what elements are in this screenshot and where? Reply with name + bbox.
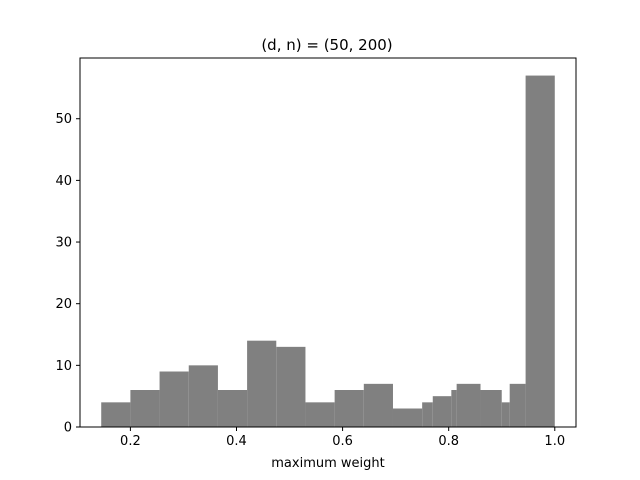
y-tick-label: 30 [55, 236, 72, 251]
histogram-bar-0 [101, 402, 131, 427]
y-tick-label: 20 [55, 297, 72, 312]
y-tick-label: 0 [64, 421, 72, 436]
histogram-bar-12 [432, 396, 452, 427]
histogram-bar-18 [525, 75, 555, 428]
x-axis-ticks: 0.2 0.4 0.6 0.8 1.0 [120, 427, 565, 449]
y-tick-label: 10 [55, 359, 72, 374]
histogram-bar-4 [217, 390, 248, 427]
x-tick-label: 0.8 [438, 434, 459, 449]
histogram-bar-3 [188, 365, 218, 427]
plot-frame [79, 57, 577, 428]
histogram-bar-16 [501, 402, 510, 427]
histogram-bar-7 [305, 402, 335, 427]
histogram-bar-17 [509, 383, 526, 427]
x-axis-label: maximum weight [271, 456, 384, 471]
histogram-bar-10 [392, 408, 423, 427]
bars-group [101, 75, 555, 428]
y-tick-label: 40 [55, 174, 72, 189]
x-tick-label: 0.4 [226, 434, 247, 449]
histogram-bar-11 [422, 402, 433, 427]
y-tick-label: 50 [55, 112, 72, 127]
x-tick-label: 0.6 [332, 434, 353, 449]
histogram-bar-1 [130, 390, 160, 427]
x-tick-label: 0.2 [120, 434, 141, 449]
histogram-bar-5 [247, 340, 277, 427]
chart-title: (d, n) = (50, 200) [261, 36, 392, 54]
histogram-bar-2 [159, 371, 189, 427]
x-tick-label: 1.0 [544, 434, 565, 449]
histogram-bar-9 [363, 383, 393, 427]
histogram-bar-8 [334, 390, 364, 427]
histogram-bar-15 [480, 390, 502, 427]
histogram-bar-14 [456, 383, 481, 427]
y-axis-ticks: 0 10 20 30 40 50 [55, 112, 80, 436]
histogram-bar-13 [451, 390, 457, 427]
histogram-bar-6 [276, 346, 306, 427]
